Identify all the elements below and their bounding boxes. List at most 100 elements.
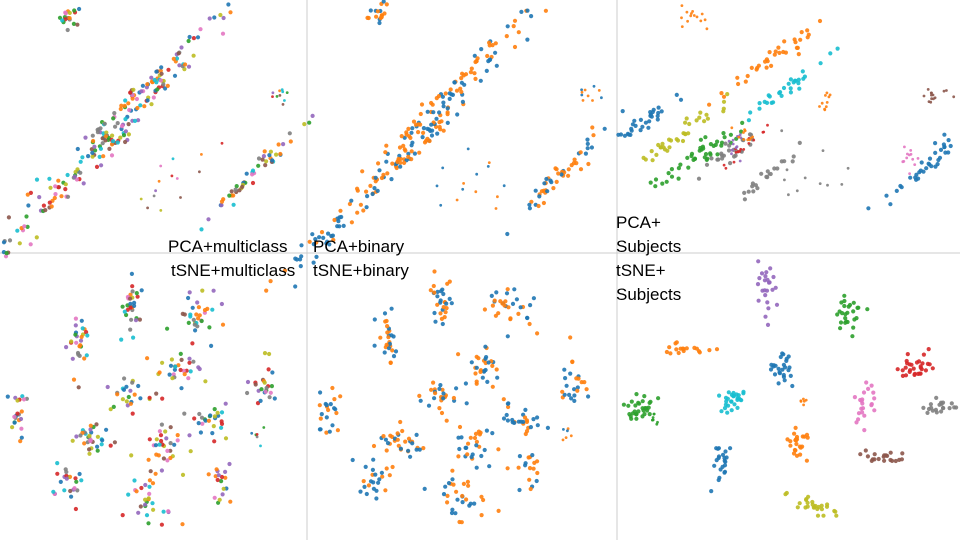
data-point xyxy=(882,458,887,463)
data-point xyxy=(585,146,590,151)
data-point xyxy=(364,189,369,194)
data-point xyxy=(560,389,565,394)
data-point xyxy=(386,335,391,340)
data-point xyxy=(722,406,728,411)
cluster-2 xyxy=(482,287,540,339)
data-point xyxy=(490,363,495,368)
data-point xyxy=(524,418,530,423)
cluster-2 xyxy=(360,8,530,174)
data-point xyxy=(118,135,123,140)
data-point xyxy=(533,188,538,193)
cluster-10 xyxy=(921,395,959,415)
data-point xyxy=(130,380,135,385)
data-point xyxy=(548,178,553,183)
data-point xyxy=(71,21,76,26)
data-point xyxy=(506,305,511,310)
data-point xyxy=(128,327,133,332)
data-point xyxy=(869,383,874,388)
data-point xyxy=(282,268,288,273)
data-point xyxy=(723,449,728,454)
data-point xyxy=(147,491,152,496)
data-point xyxy=(527,202,532,207)
data-point xyxy=(717,393,722,398)
data-point xyxy=(384,466,389,471)
cluster-3 xyxy=(64,316,90,390)
data-point xyxy=(683,120,688,125)
data-point xyxy=(707,348,712,353)
data-point xyxy=(88,438,93,444)
data-point xyxy=(911,366,916,371)
cluster-12 xyxy=(51,461,84,512)
data-point xyxy=(700,12,704,16)
data-point xyxy=(664,349,670,355)
data-point xyxy=(770,287,775,292)
data-point xyxy=(70,356,75,361)
data-point xyxy=(269,384,274,389)
data-point xyxy=(528,425,534,430)
data-point xyxy=(469,454,474,460)
data-point xyxy=(131,335,136,340)
data-point xyxy=(660,181,665,186)
data-point xyxy=(527,206,533,211)
data-point xyxy=(159,71,164,76)
data-point xyxy=(461,73,466,78)
data-point xyxy=(921,169,926,174)
data-point xyxy=(94,422,99,427)
data-point xyxy=(325,239,330,244)
data-point xyxy=(179,357,184,362)
data-point xyxy=(714,347,720,352)
data-point xyxy=(474,465,479,470)
data-point xyxy=(919,160,924,165)
data-point xyxy=(735,405,740,410)
data-point xyxy=(531,417,536,422)
data-point xyxy=(763,59,768,64)
data-point xyxy=(474,381,479,386)
data-point xyxy=(584,387,589,392)
panel-label-pca-multiclass: PCA+multiclass xyxy=(168,237,288,256)
cluster-14 xyxy=(901,145,920,176)
data-point xyxy=(541,200,547,206)
data-point xyxy=(872,408,877,413)
data-point xyxy=(237,188,242,193)
data-point xyxy=(589,145,595,150)
data-point xyxy=(763,314,768,319)
data-point xyxy=(138,396,143,401)
data-point xyxy=(146,521,151,526)
data-point xyxy=(502,303,507,308)
data-point xyxy=(70,438,75,443)
data-point xyxy=(775,166,780,171)
data-point xyxy=(103,134,108,139)
data-point xyxy=(475,172,479,176)
data-point xyxy=(310,232,315,237)
data-point xyxy=(765,300,770,305)
data-point xyxy=(469,360,474,365)
data-point xyxy=(151,507,156,512)
data-point xyxy=(537,194,542,199)
cluster-11 xyxy=(742,140,802,202)
data-point xyxy=(580,88,583,92)
data-point xyxy=(833,509,838,514)
data-point xyxy=(493,41,498,46)
data-point xyxy=(100,136,105,141)
data-point xyxy=(126,101,131,106)
data-point xyxy=(360,169,365,174)
data-point xyxy=(633,123,638,128)
data-point xyxy=(159,164,163,168)
data-point xyxy=(123,98,128,103)
data-point xyxy=(648,180,653,185)
data-point xyxy=(559,172,564,177)
data-point xyxy=(368,8,373,13)
data-point xyxy=(733,153,738,158)
data-point xyxy=(160,442,165,447)
data-point xyxy=(149,75,154,80)
data-point xyxy=(865,307,870,312)
data-point xyxy=(767,172,771,176)
data-point xyxy=(122,103,127,108)
data-point xyxy=(384,448,389,453)
data-point xyxy=(406,154,411,159)
data-point xyxy=(690,12,693,15)
data-point xyxy=(197,313,202,318)
data-point xyxy=(791,154,796,159)
data-point xyxy=(134,96,139,102)
data-point xyxy=(59,194,64,199)
